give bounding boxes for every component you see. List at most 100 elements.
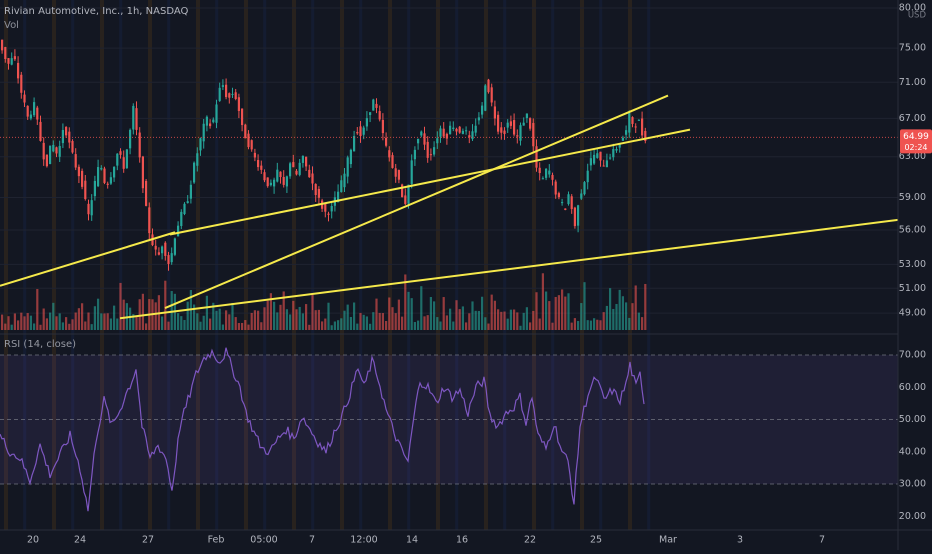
candle-body [298, 162, 301, 175]
candle-body [535, 146, 538, 168]
volume-bar [445, 315, 448, 330]
time-tick-label: 22 [524, 535, 536, 546]
volume-bar [442, 297, 445, 330]
candle-body [532, 122, 535, 147]
volume-bar [516, 312, 519, 330]
price-tick-label: 59.00 [899, 192, 926, 203]
candle-body [266, 177, 269, 187]
candle-body [439, 128, 442, 137]
volume-bar [321, 321, 324, 330]
candle-body [580, 193, 583, 199]
volume-bar [161, 316, 164, 330]
volume-bar [519, 325, 522, 330]
volume-bar [10, 324, 13, 330]
candle-body [372, 99, 375, 111]
volume-bar [417, 320, 420, 330]
volume-bar [330, 325, 333, 330]
candle-body [436, 138, 439, 144]
candle-body [231, 93, 234, 95]
volume-bar [343, 310, 346, 330]
volume-bar [612, 308, 615, 330]
volume-bar [615, 303, 618, 330]
candle-body [218, 87, 221, 101]
time-tick-label: 16 [456, 535, 468, 546]
rsi-tick-label: 70.00 [899, 350, 926, 361]
candle-body [10, 58, 13, 65]
candle-body [468, 135, 471, 138]
candle-body [340, 180, 343, 193]
candle-body [145, 180, 148, 206]
price-tick-label: 49.00 [899, 308, 926, 319]
volume-bar [372, 312, 375, 330]
bar-countdown: 02:24 [904, 143, 927, 152]
candle-body [522, 122, 525, 126]
candle-body [513, 120, 516, 135]
time-tick-label: 05:00 [250, 535, 277, 546]
candle-body [365, 118, 368, 127]
candle-body [228, 93, 231, 98]
premarket-band [359, 0, 363, 530]
volume-bar [375, 298, 378, 330]
trendlines [0, 94, 906, 320]
candle-body [541, 178, 544, 180]
candle-body [452, 127, 455, 129]
candle-body [20, 74, 23, 93]
candle-body [461, 130, 464, 134]
volume-bar [33, 323, 36, 330]
volume-bar [269, 293, 272, 330]
volume-bar [548, 301, 551, 330]
volume-bar [205, 295, 208, 330]
premarket-band [407, 0, 411, 530]
rsi-legend[interactable]: RSI (14, close) [4, 339, 77, 350]
volume-bar [231, 302, 234, 330]
volume-bar [525, 307, 528, 330]
volume-bar [42, 308, 45, 330]
volume-bar [250, 312, 253, 330]
volume-bar [170, 291, 173, 330]
candle-body [445, 133, 448, 139]
candle-body [81, 170, 84, 187]
candle-body [23, 94, 26, 103]
volume-bar [593, 318, 596, 330]
volume-bar [74, 312, 77, 330]
volume-bar [625, 302, 628, 330]
volume-bar [621, 296, 624, 330]
volume-bar [116, 318, 119, 330]
volume-bar [129, 307, 132, 330]
candle-body [58, 145, 61, 157]
volume-bar [244, 320, 247, 330]
candle-body [612, 149, 615, 158]
volume-legend[interactable]: Vol [4, 20, 19, 31]
volume-bar [529, 322, 532, 330]
volume-bar [551, 322, 554, 330]
candle-body [273, 179, 276, 187]
candle-body [394, 168, 397, 177]
candle-body [305, 156, 308, 167]
volume-bar [327, 302, 330, 330]
volume-bar [471, 301, 474, 330]
volume-bar [183, 320, 186, 330]
candle-body [385, 137, 388, 146]
volume-bar [605, 305, 608, 330]
volume-bar [276, 312, 279, 330]
candle-body [308, 169, 311, 178]
time-tick-label: Mar [659, 535, 677, 546]
volume-bar [580, 303, 583, 330]
candle-body [186, 201, 189, 204]
volume-bar [103, 313, 106, 330]
trendline [164, 94, 669, 310]
candle-body [554, 181, 557, 195]
candle-body [391, 155, 394, 168]
time-tick-label: 3 [737, 535, 743, 546]
candle-body [346, 157, 349, 177]
candle-body [87, 203, 90, 215]
candle-body [183, 203, 186, 215]
volume-bar [164, 280, 167, 330]
candle-body [215, 104, 218, 123]
chart-title[interactable]: Rivian Automotive, Inc., 1h, NASDAQ [4, 6, 189, 17]
session-band [580, 0, 584, 530]
candle-body [605, 160, 608, 168]
